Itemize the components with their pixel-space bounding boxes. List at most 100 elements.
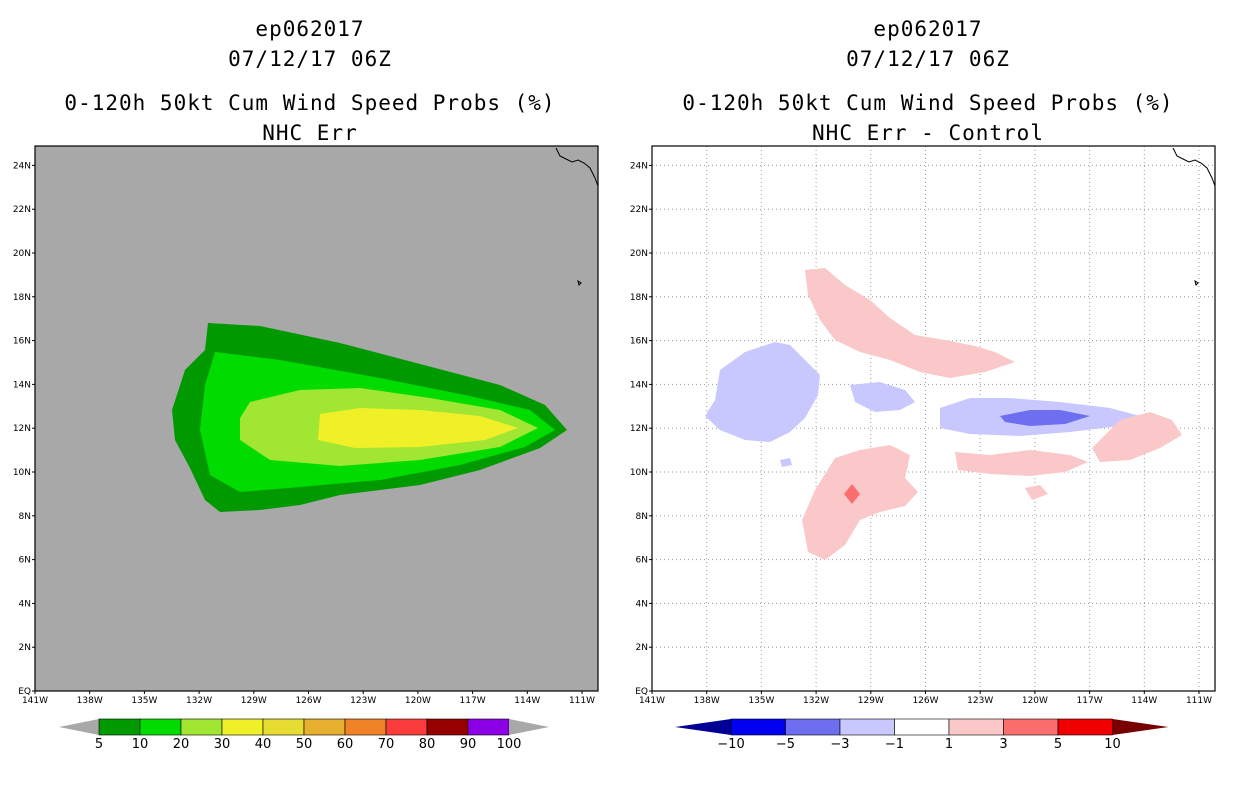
colorbar-label: 40 xyxy=(255,737,272,752)
lat-tick-label: 10N xyxy=(630,468,648,478)
colorbar-label: 70 xyxy=(378,737,395,752)
lon-tick-label: 126W xyxy=(295,696,321,706)
colorbar-swatch xyxy=(785,718,841,736)
lon-tick-label: 132W xyxy=(803,696,829,706)
left-datetime: 07/12/17 06Z xyxy=(228,47,392,71)
colorbar-low-arrow xyxy=(59,719,99,735)
colorbar-label: 90 xyxy=(460,737,477,752)
colorbar-label: 60 xyxy=(337,737,354,752)
colorbar-label: 80 xyxy=(419,737,436,752)
colorbar-swatch xyxy=(730,718,786,736)
lat-tick-label: 8N xyxy=(636,512,648,522)
lon-tick-label: 129W xyxy=(858,696,884,706)
colorbar-swatch xyxy=(894,718,950,736)
lon-tick-label: 117W xyxy=(1077,696,1103,706)
right-colorbar: −10 −5 −3 −1 1 3 5 10 xyxy=(675,718,1169,752)
right-region-plus1-north xyxy=(805,268,1015,378)
lat-tick-label: EQ xyxy=(635,687,648,697)
colorbar-swatch xyxy=(839,718,895,736)
colorbar-label: −3 xyxy=(830,737,849,752)
lat-tick-label: 20N xyxy=(630,249,648,259)
lon-tick-label: 129W xyxy=(241,696,267,706)
left-contour-30 xyxy=(318,408,518,448)
colorbar-label: −5 xyxy=(776,737,795,752)
right-map-frame xyxy=(651,145,1216,692)
colorbar-label: 50 xyxy=(296,737,313,752)
right-storm-id: ep062017 xyxy=(873,17,983,41)
lat-tick-label: 12N xyxy=(13,424,31,434)
right-island xyxy=(1194,279,1199,286)
lon-tick-label: 138W xyxy=(77,696,103,706)
right-region-plus1-midsouth xyxy=(955,450,1088,476)
colorbar-label: 10 xyxy=(1104,737,1121,752)
lat-tick-label: 18N xyxy=(630,293,648,303)
lat-tick-label: 16N xyxy=(13,337,31,347)
colorbar-high-arrow xyxy=(509,719,549,735)
left-product-title: 0-120h 50kt Cum Wind Speed Probs (%) xyxy=(64,91,556,115)
right-region-minus1-center xyxy=(850,382,915,412)
lon-tick-label: 120W xyxy=(405,696,431,706)
lat-tick-label: 8N xyxy=(19,512,31,522)
lat-tick-label: EQ xyxy=(18,687,31,697)
right-coastline xyxy=(1172,147,1216,187)
colorbar-label: 1 xyxy=(945,737,953,752)
left-storm-id: ep062017 xyxy=(255,17,365,41)
left-colorbar: 5 10 20 30 40 50 60 70 80 90 100 xyxy=(59,718,549,752)
right-region-minus1-dot xyxy=(780,458,792,467)
colorbar-swatch xyxy=(948,718,1004,736)
colorbar-low-arrow xyxy=(675,719,731,735)
lon-tick-label: 132W xyxy=(186,696,212,706)
left-panel-titles: ep062017 07/12/17 06Z 0-120h 50kt Cum Wi… xyxy=(0,14,620,148)
lat-tick-label: 4N xyxy=(19,599,31,609)
left-axes: EQ 2N 4N 6N 8N 10N 12N 14N 16N 18N 20N 22N 24N 141W 13… xyxy=(13,161,595,706)
colorbar-swatch xyxy=(1057,718,1113,736)
lat-tick-label: 2N xyxy=(636,643,648,653)
lat-tick-label: 24N xyxy=(13,161,31,171)
left-map-frame xyxy=(34,145,599,692)
lat-tick-label: 2N xyxy=(19,643,31,653)
colorbar-swatch xyxy=(180,718,223,736)
right-datetime: 07/12/17 06Z xyxy=(846,47,1010,71)
colorbar-label: 20 xyxy=(173,737,190,752)
right-region-plus1-small xyxy=(1025,485,1048,500)
colorbar-label: 5 xyxy=(95,737,103,752)
colorbar-swatch xyxy=(1003,718,1059,736)
left-map: EQ 2N 4N 6N 8N 10N 12N 14N 16N 18N 20N 22N 24N 141W 13… xyxy=(13,145,599,706)
lat-tick-label: 10N xyxy=(13,468,31,478)
right-product-title: 0-120h 50kt Cum Wind Speed Probs (%) xyxy=(682,91,1174,115)
right-region-plus3 xyxy=(844,484,860,504)
colorbar-swatch xyxy=(98,718,141,736)
lon-tick-label: 120W xyxy=(1022,696,1048,706)
right-region-plus1-east xyxy=(1092,412,1182,462)
lat-tick-label: 22N xyxy=(630,205,648,215)
lon-tick-label: 141W xyxy=(22,696,48,706)
colorbar-swatch xyxy=(262,718,305,736)
colorbar-swatch xyxy=(467,718,510,736)
left-coastline xyxy=(555,147,599,187)
lon-tick-label: 135W xyxy=(748,696,774,706)
lat-tick-label: 22N xyxy=(13,205,31,215)
left-island xyxy=(577,279,582,286)
colorbar-swatch xyxy=(221,718,264,736)
lat-tick-label: 6N xyxy=(636,556,648,566)
lon-tick-label: 123W xyxy=(350,696,376,706)
lon-tick-label: 114W xyxy=(514,696,540,706)
colorbar-high-arrow xyxy=(1112,719,1169,735)
lon-tick-label: 126W xyxy=(912,696,938,706)
colorbar-label: 100 xyxy=(497,737,522,752)
lon-tick-label: 114W xyxy=(1131,696,1157,706)
right-axes: EQ 2N 4N 6N 8N 10N 12N 14N 16N 18N 20N 22N 24N 141W 13… xyxy=(630,161,1212,706)
colorbar-label: 5 xyxy=(1054,737,1062,752)
colorbar-label: −10 xyxy=(717,737,744,752)
right-region-minus3 xyxy=(1000,410,1090,426)
colorbar-swatch xyxy=(385,718,428,736)
right-subtitle: NHC Err - Control xyxy=(812,121,1044,145)
lat-tick-label: 14N xyxy=(13,380,31,390)
colorbar-label: −1 xyxy=(885,737,904,752)
lon-tick-label: 111W xyxy=(1186,696,1212,706)
lat-tick-label: 18N xyxy=(13,293,31,303)
right-panel-titles: ep062017 07/12/17 06Z 0-120h 50kt Cum Wi… xyxy=(618,14,1236,148)
right-region-minus1-west xyxy=(705,342,820,442)
lon-tick-label: 141W xyxy=(639,696,665,706)
